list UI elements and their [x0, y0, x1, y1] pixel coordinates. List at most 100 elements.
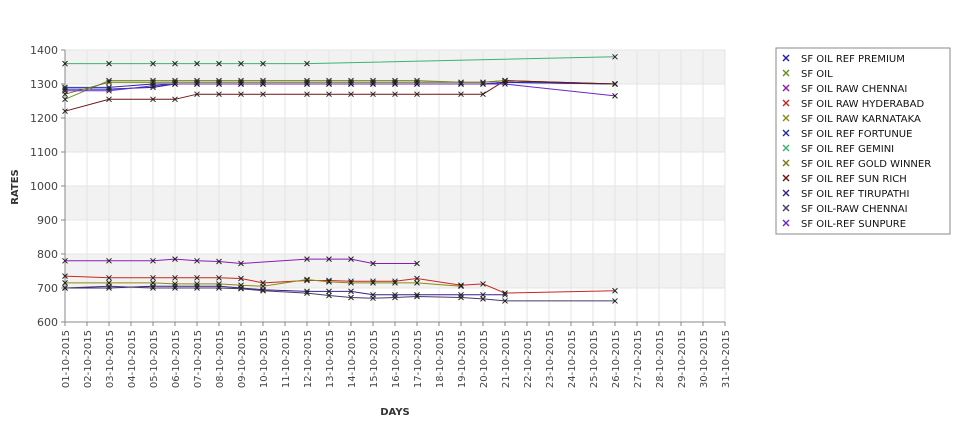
data-point: [150, 82, 156, 89]
x-tick-label: 19-10-2015: [457, 330, 468, 388]
legend-item: SF OIL RAW CHENNAI: [782, 84, 907, 95]
data-point: [150, 96, 156, 103]
data-point: [304, 290, 310, 296]
x-tick-label: 07-10-2015: [193, 330, 204, 388]
data-point: [172, 96, 178, 103]
data-point: [370, 295, 376, 302]
data-point: [392, 280, 398, 286]
data-point: [150, 257, 156, 264]
legend-marker-icon: [782, 144, 790, 152]
data-point: [238, 81, 244, 87]
data-point: [458, 91, 464, 98]
data-point: [326, 81, 332, 87]
legend-item: SF OIL REF GEMINI: [782, 144, 894, 155]
y-axis-label: RATES: [10, 169, 21, 205]
legend-label: SF OIL REF SUN RICH: [801, 174, 907, 185]
legend-marker-icon: [782, 114, 790, 122]
data-point: [238, 275, 244, 282]
data-point: [238, 60, 244, 67]
x-tick-label: 20-10-2015: [479, 330, 490, 388]
data-point: [238, 285, 244, 292]
legend-marker-icon: [782, 219, 790, 227]
legend-marker-icon: [782, 69, 790, 77]
data-point: [194, 60, 200, 67]
data-point: [414, 293, 420, 300]
series-line: [64, 285, 615, 302]
data-point: [260, 60, 266, 67]
data-point: [414, 280, 420, 286]
data-point: [304, 60, 310, 67]
data-point: [612, 93, 618, 99]
y-tick-label: 1400: [30, 44, 58, 57]
data-point: [502, 291, 508, 298]
legend-label: SF OIL RAW KARNATAKA: [801, 114, 921, 125]
series-sf-oil-ref-gemini: [62, 53, 618, 67]
data-point: [260, 287, 266, 294]
data-point: [458, 294, 464, 301]
data-point: [62, 87, 68, 94]
x-tick-label: 05-10-2015: [149, 330, 160, 388]
data-point: [172, 256, 178, 262]
series-group: [62, 53, 618, 304]
data-point: [216, 258, 222, 265]
data-point: [304, 81, 310, 87]
data-point: [392, 81, 398, 87]
x-tick-label: 16-10-2015: [391, 330, 402, 388]
data-point: [260, 91, 266, 98]
series-sf-oil-ref-sun-rich: [62, 77, 618, 115]
data-point: [326, 91, 332, 98]
y-tick-label: 900: [37, 214, 58, 227]
data-point: [194, 274, 200, 281]
data-point: [304, 277, 310, 284]
data-point: [106, 274, 112, 281]
series-sf-oil-raw-karnataka: [62, 276, 464, 290]
legend-marker-icon: [782, 84, 790, 92]
legend-marker-icon: [782, 54, 790, 62]
data-point: [612, 81, 618, 87]
data-point: [370, 81, 376, 87]
data-point: [106, 60, 112, 67]
data-point: [326, 256, 332, 262]
data-point: [260, 81, 266, 87]
data-point: [370, 260, 376, 267]
data-point: [370, 280, 376, 286]
x-tick-label: 22-10-2015: [523, 330, 534, 388]
data-point: [216, 285, 222, 291]
x-tick-label: 11-10-2015: [281, 330, 292, 388]
data-point: [414, 91, 420, 98]
data-point: [414, 275, 420, 282]
legend-item: SF OIL: [782, 69, 833, 80]
legend-item: SF OIL REF PREMIUM: [782, 54, 905, 65]
data-point: [194, 91, 200, 98]
data-point: [480, 81, 486, 87]
data-point: [172, 285, 178, 291]
x-tick-label: 04-10-2015: [127, 330, 138, 388]
x-tick-label: 12-10-2015: [303, 330, 314, 388]
x-tick-label: 03-10-2015: [105, 330, 116, 388]
legend-label: SF OIL REF GOLD WINNER: [801, 159, 931, 170]
data-point: [392, 294, 398, 301]
data-point: [62, 273, 68, 279]
y-axis-ticks: 600 700 800 900 1000 1100 1200 1300 1400: [30, 44, 65, 329]
x-tick-label: 01-10-2015: [61, 330, 72, 388]
legend-item: SF OIL REF FORTUNUE: [782, 129, 912, 140]
data-point: [150, 60, 156, 67]
legend-marker-icon: [782, 174, 790, 182]
x-tick-label: 26-10-2015: [611, 330, 622, 388]
data-point: [62, 280, 68, 286]
legend-marker-icon: [782, 99, 790, 107]
data-point: [326, 288, 332, 295]
data-point: [194, 81, 200, 87]
data-point: [238, 260, 244, 267]
legend-item: SF OIL RAW HYDERABAD: [782, 99, 924, 110]
x-tick-label: 21-10-2015: [501, 330, 512, 388]
y-tick-label: 600: [37, 316, 58, 329]
x-tick-label: 09-10-2015: [237, 330, 248, 388]
data-point: [62, 108, 68, 115]
legend-label: SF OIL-RAW CHENNAI: [801, 204, 908, 215]
data-point: [304, 91, 310, 98]
x-tick-label: 28-10-2015: [655, 330, 666, 388]
legend-label: SF OIL-REF SUNPURE: [801, 219, 906, 230]
series-sf-oil-ref-sunpure: [62, 81, 618, 99]
